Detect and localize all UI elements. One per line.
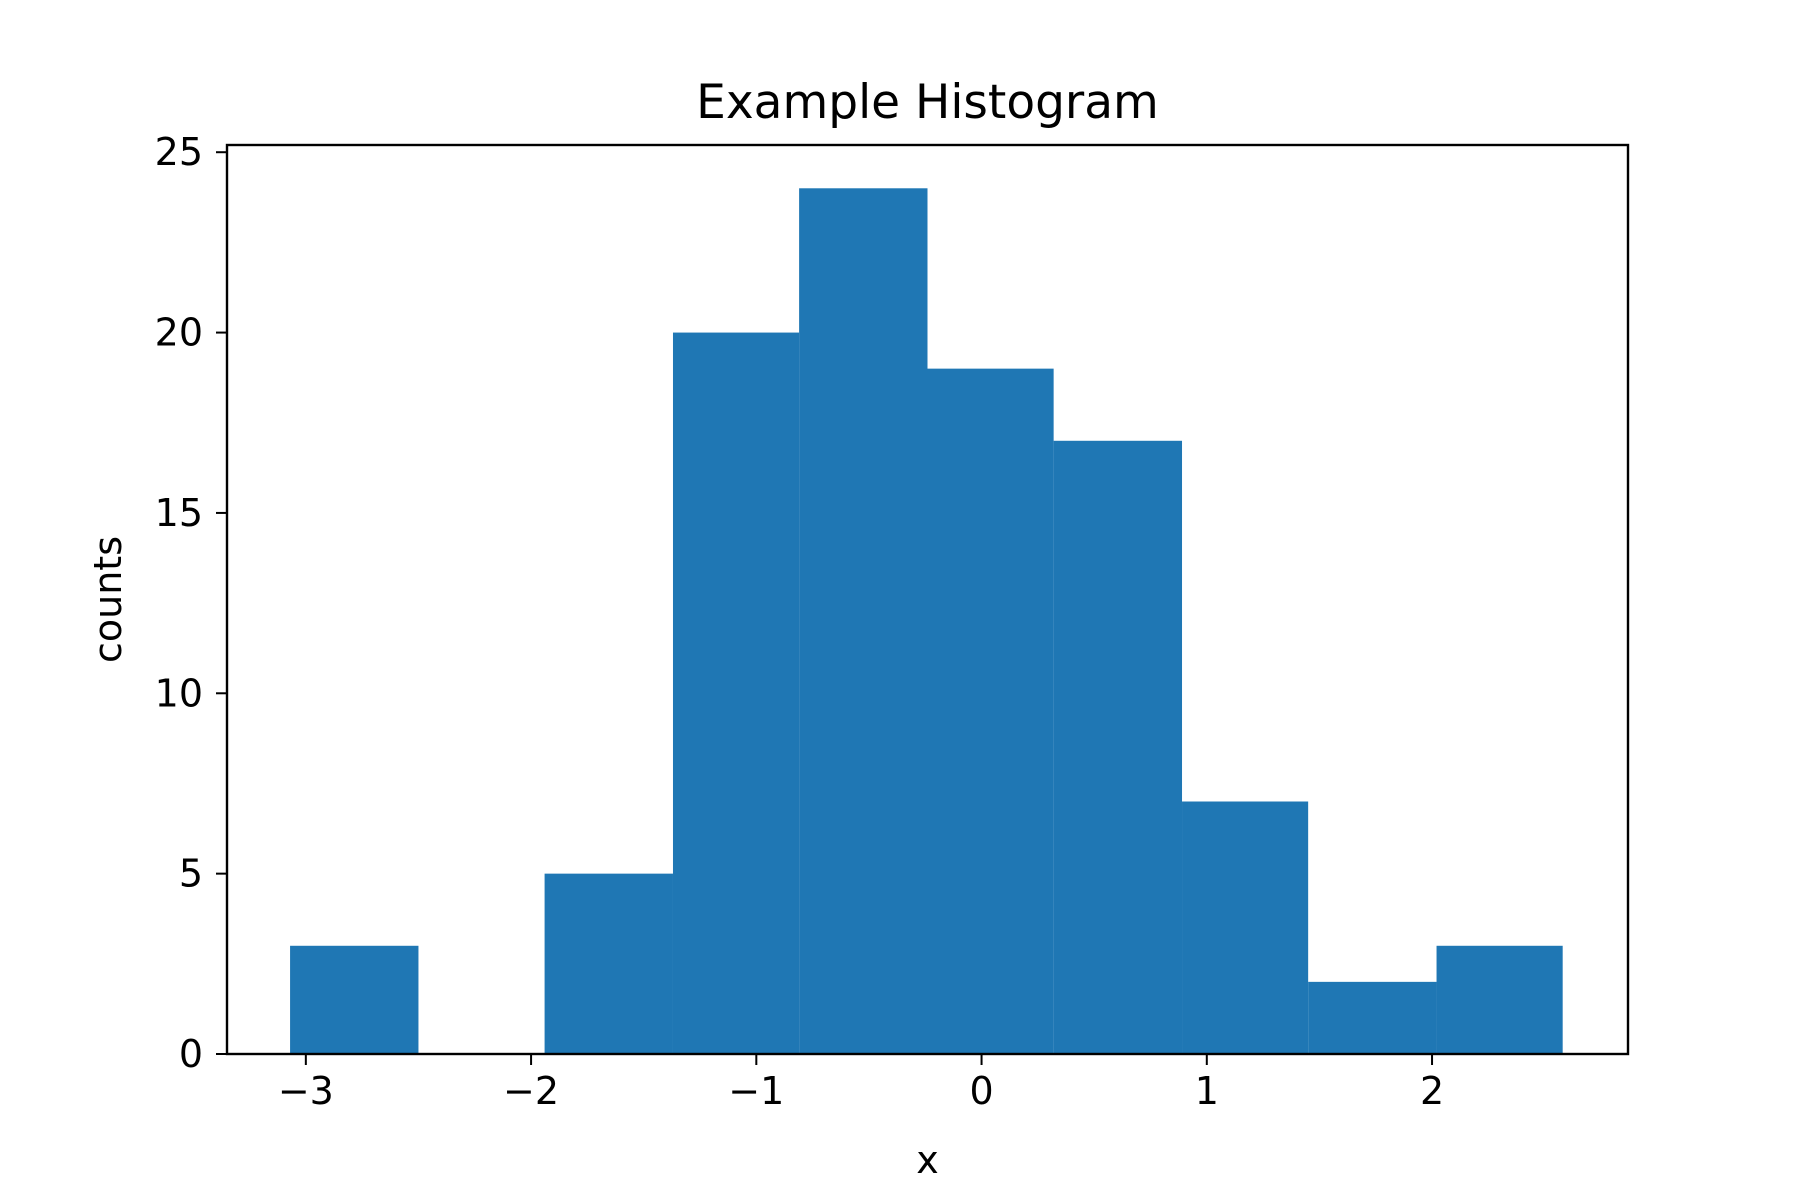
histogram-bar-8 [1182, 801, 1309, 1054]
y-axis-label: counts [86, 536, 130, 663]
histogram-bar-5 [799, 188, 928, 1055]
y-tick-label-6: 25 [155, 130, 203, 174]
y-axis-ticks: 0 5 10 15 20 25 [155, 130, 227, 1076]
histogram-bar-4 [672, 332, 800, 1055]
y-tick-label-1: 0 [179, 1032, 203, 1076]
y-tick-label-2: 5 [179, 852, 203, 896]
x-tick-label-4: 0 [969, 1069, 993, 1113]
y-tick-label-3: 10 [155, 671, 203, 715]
chart-title: Example Histogram [696, 75, 1159, 130]
x-axis-ticks: −3 −2 −1 0 1 2 [278, 1054, 1444, 1113]
histogram-bar-3 [544, 873, 673, 1054]
x-tick-label-3: −1 [728, 1069, 784, 1113]
histogram-bar-7 [1053, 440, 1183, 1054]
histogram-bar-6 [927, 368, 1054, 1055]
y-tick-label-5: 20 [155, 311, 203, 355]
axes-frame [225, 143, 1630, 1056]
bars-layer [290, 188, 1563, 1055]
histogram-bar-10 [1436, 945, 1563, 1054]
x-tick-label-5: 1 [1195, 1069, 1219, 1113]
x-tick-label-6: 2 [1420, 1069, 1444, 1113]
y-tick-label-4: 15 [155, 491, 203, 535]
x-tick-label-1: −3 [278, 1069, 334, 1113]
histogram-bar-9 [1308, 981, 1437, 1054]
x-tick-label-2: −2 [503, 1069, 559, 1113]
x-axis-label: x [916, 1138, 939, 1182]
histogram-bar-1 [290, 945, 419, 1054]
